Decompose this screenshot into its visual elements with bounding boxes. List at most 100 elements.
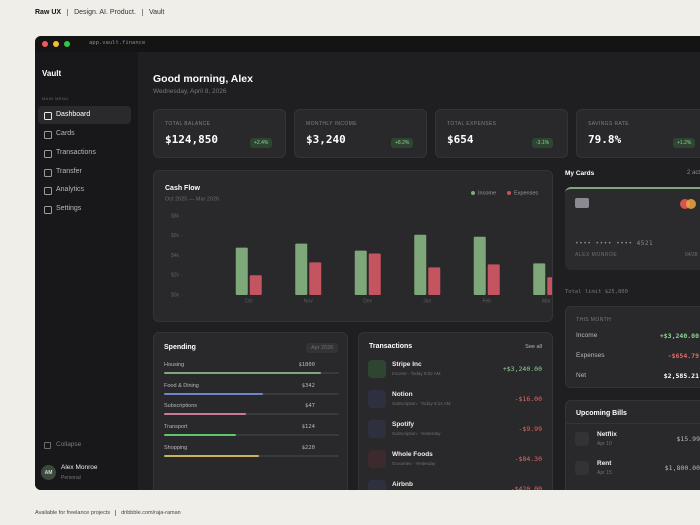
stat-change: +1.2% xyxy=(673,138,696,148)
progress-fill xyxy=(164,372,321,374)
spending-label: Subscriptions xyxy=(164,403,198,410)
legend-swatch xyxy=(471,191,475,195)
bill-icon xyxy=(575,432,589,446)
date: Wednesday, April 8, 2026 xyxy=(153,88,227,96)
bill-amount: $1,800.00 xyxy=(664,464,700,472)
y-tick-label: $0k xyxy=(171,292,180,298)
stat-card: MONTHLY INCOME $3,240 +8.2% xyxy=(294,109,427,158)
transaction-icon xyxy=(368,480,386,490)
transaction-amount: -$16.00 xyxy=(514,395,542,403)
transaction-icon xyxy=(368,450,386,468)
card-chip xyxy=(575,198,589,208)
chart-title: Cash Flow xyxy=(165,185,201,192)
spending-amount: $220 xyxy=(301,444,315,451)
card-holder: ALEX MONROE xyxy=(575,252,618,258)
nav-active-bg xyxy=(38,106,131,124)
transaction-name: Whole Foods xyxy=(392,451,433,458)
total-limit: Total limit $25,000 xyxy=(565,288,628,295)
transaction-name: Stripe Inc xyxy=(392,361,422,368)
month-label: Expenses xyxy=(576,352,605,359)
progress-fill xyxy=(164,413,246,416)
chart-subtitle: Oct 2025 — Mar 2026 xyxy=(165,196,219,202)
stat-card: TOTAL BALANCE $124,850 +2.4% xyxy=(153,109,286,158)
stat-change: -3.1% xyxy=(532,138,554,148)
progress-fill xyxy=(164,392,263,395)
progress-fill xyxy=(164,434,236,437)
nav-item[interactable]: Settings xyxy=(56,204,82,212)
month-label: Net xyxy=(576,372,587,379)
x-tick-label: Dec xyxy=(363,298,372,304)
x-tick-label: Feb xyxy=(482,298,491,304)
bank-card: •••• •••• •••• 4521 ALEX MONROE 04/28 xyxy=(565,187,700,270)
stat-value: 79.8% xyxy=(588,133,622,146)
stat-value: $124,850 xyxy=(165,133,218,146)
avatar: AM xyxy=(41,465,56,480)
y-tick-label: $6k xyxy=(171,233,180,239)
brand-tagline: Design. AI. Product. xyxy=(74,9,136,16)
nav-item[interactable]: Analytics xyxy=(56,185,85,193)
spending-amount: $342 xyxy=(301,382,315,389)
bar xyxy=(473,236,486,295)
card-logo-b xyxy=(686,199,696,209)
collapse[interactable]: Collapse xyxy=(56,441,82,449)
transaction-meta: Groceries · Yesterday xyxy=(392,461,436,466)
spending-amount: $47 xyxy=(305,403,315,410)
spending-label: Transport xyxy=(164,424,188,431)
transaction-name: Airbnb xyxy=(392,481,413,488)
y-tick-label: $8k xyxy=(171,213,180,219)
divider xyxy=(566,423,700,424)
separator xyxy=(115,510,117,516)
x-tick-label: Mar xyxy=(542,298,551,304)
progress-track xyxy=(164,413,339,416)
footer-link[interactable]: dribbble.com/raja-raman xyxy=(121,510,181,516)
spending-card: Spending Apr 2026 Housing $1800 Food & Dinin… xyxy=(153,332,348,490)
bill-icon xyxy=(575,461,589,475)
spending-amount: $124 xyxy=(301,424,315,431)
transaction-amount: +$3,240.00 xyxy=(502,365,542,373)
nav-item[interactable]: Dashboard xyxy=(56,110,91,118)
section-label: MAIN MENU xyxy=(42,95,69,101)
bar xyxy=(487,264,500,295)
cards-count: 2 active xyxy=(687,170,700,177)
bar xyxy=(354,250,367,295)
bar xyxy=(533,263,546,295)
bill-name: Rent xyxy=(597,460,612,467)
stat-change: +8.2% xyxy=(391,138,414,148)
progress-track xyxy=(164,434,339,437)
nav-item[interactable]: Transfer xyxy=(56,167,82,175)
this-month-title: THIS MONTH xyxy=(576,317,612,323)
transaction-name: Spotify xyxy=(392,421,415,428)
bills-title: Upcoming Bills xyxy=(576,410,627,417)
logo: Vault xyxy=(42,69,62,79)
separator xyxy=(141,9,143,16)
cards-title: My Cards xyxy=(565,170,595,178)
min-dot[interactable] xyxy=(53,41,59,47)
stat-label: TOTAL EXPENSES xyxy=(447,121,497,127)
bill-date: Apr 10 xyxy=(597,441,612,447)
nav-icon xyxy=(44,169,52,177)
month-value: $2,585.21 xyxy=(663,372,699,380)
nav-item[interactable]: Transactions xyxy=(56,148,96,156)
spending-period[interactable]: Apr 2026 xyxy=(306,343,339,353)
nav-item[interactable]: Cards xyxy=(56,129,75,137)
month-value: +$3,240.00 xyxy=(659,332,699,340)
transaction-name: Notion xyxy=(392,391,413,398)
bar xyxy=(368,253,381,295)
bar xyxy=(414,234,427,295)
user-plan: Personal xyxy=(61,475,81,481)
brand-name: Raw UX xyxy=(35,9,62,16)
spending-label: Housing xyxy=(164,362,185,368)
x-tick-label: Oct xyxy=(245,298,253,304)
x-tick-label: Jan xyxy=(423,298,431,304)
card-expiry: 04/28 xyxy=(685,252,698,258)
bar xyxy=(249,275,262,295)
separator xyxy=(67,9,69,16)
app-window: app.vault.finance Vault MAIN MENU Dashboar… xyxy=(35,36,700,490)
transaction-meta: Income · Today 8:02 AM xyxy=(392,371,441,376)
nav-icon xyxy=(44,206,52,214)
max-dot[interactable] xyxy=(64,41,70,47)
close-dot[interactable] xyxy=(42,41,48,47)
bill-date: Apr 15 xyxy=(597,470,612,476)
spending-title: Spending xyxy=(164,344,196,351)
see-all[interactable]: See all xyxy=(525,344,542,350)
